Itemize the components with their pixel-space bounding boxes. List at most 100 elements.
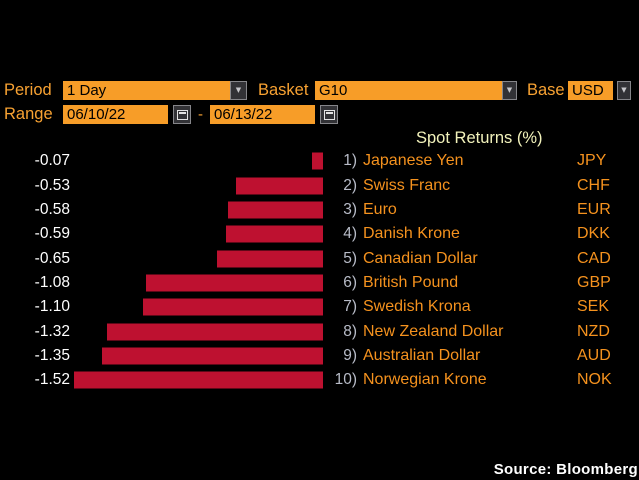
bar-plot-area (70, 173, 323, 197)
basket-dropdown[interactable]: G10 (315, 81, 502, 100)
chevron-down-icon: ▼ (506, 86, 513, 94)
bar-value-label: -1.52 (34, 371, 70, 389)
row-code: AUD (577, 346, 611, 364)
bar-plot-area (70, 149, 323, 173)
period-dropdown-arrow-button[interactable]: ▼ (230, 81, 247, 100)
row-code: EUR (577, 200, 611, 218)
bar-value-label: -0.07 (34, 152, 70, 170)
bar (143, 298, 323, 316)
chevron-down-icon: ▼ (621, 86, 627, 94)
row-rank: 5) (343, 249, 357, 267)
range-end-calendar-button[interactable] (320, 105, 338, 124)
row-name[interactable]: British Pound (363, 273, 459, 291)
chart-row: -0.59 4) Danish Krone DKK (0, 222, 639, 246)
calendar-icon (323, 109, 335, 120)
row-name[interactable]: Canadian Dollar (363, 249, 478, 267)
basket-label: Basket (258, 81, 309, 99)
chart-row: -1.52 10) Norwegian Krone NOK (0, 368, 639, 392)
chart-rows: -0.07 1) Japanese Yen JPY -0.53 2) Swiss… (0, 149, 639, 392)
chart-row: -0.65 5) Canadian Dollar CAD (0, 246, 639, 270)
period-label: Period (4, 81, 52, 99)
bar (226, 225, 323, 243)
row-rank: 10) (334, 371, 357, 389)
controls-row-1: Period 1 Day ▼ Basket G10 ▼ Base USD ▼ (4, 81, 631, 100)
bar (217, 250, 323, 268)
bar-plot-area (70, 368, 323, 392)
bar-plot-area (70, 222, 323, 246)
range-label: Range (4, 105, 53, 123)
row-code: NOK (577, 371, 612, 389)
bar-plot-area (70, 198, 323, 222)
row-code: SEK (577, 298, 610, 316)
source-attribution: Source: Bloomberg (493, 461, 638, 478)
bar-plot-area (70, 344, 323, 368)
basket-value: G10 (319, 82, 348, 99)
chart-row: -1.08 6) British Pound GBP (0, 271, 639, 295)
bar-plot-area (70, 246, 323, 270)
row-rank: 8) (343, 322, 357, 340)
chart-title: Spot Returns (%) (416, 129, 543, 147)
bar (74, 371, 323, 389)
base-label: Base (527, 81, 565, 99)
bar-value-label: -1.32 (34, 322, 70, 340)
range-end-value: 06/13/22 (214, 106, 273, 123)
bar-value-label: -1.08 (34, 273, 70, 291)
range-start-date-field[interactable]: 06/10/22 (63, 105, 168, 124)
row-code: CAD (577, 249, 611, 267)
chevron-down-icon: ▼ (235, 86, 242, 94)
base-dropdown-arrow-button[interactable]: ▼ (617, 81, 631, 100)
row-rank: 9) (343, 346, 357, 364)
bar-value-label: -1.35 (34, 346, 70, 364)
range-end-date-field[interactable]: 06/13/22 (210, 105, 315, 124)
bar-plot-area (70, 271, 323, 295)
period-value: 1 Day (67, 82, 107, 99)
row-rank: 1) (343, 152, 357, 170)
chart-row: -0.07 1) Japanese Yen JPY (0, 149, 639, 173)
bar (236, 177, 323, 195)
row-name[interactable]: New Zealand Dollar (363, 322, 504, 340)
range-separator: - (198, 106, 203, 123)
row-name[interactable]: Norwegian Krone (363, 371, 487, 389)
row-rank: 4) (343, 225, 357, 243)
controls-row-2: Range 06/10/22 - 06/13/22 (4, 105, 338, 124)
row-rank: 6) (343, 273, 357, 291)
chart-row: -1.10 7) Swedish Krona SEK (0, 295, 639, 319)
row-rank: 2) (343, 176, 357, 194)
row-name[interactable]: Swiss Franc (363, 176, 451, 194)
basket-dropdown-arrow-button[interactable]: ▼ (502, 81, 517, 100)
row-code: GBP (577, 273, 611, 291)
base-value: USD (572, 82, 604, 99)
row-name[interactable]: Swedish Krona (363, 298, 471, 316)
range-start-calendar-button[interactable] (173, 105, 191, 124)
bar (228, 201, 323, 219)
chart-row: -1.35 9) Australian Dollar AUD (0, 344, 639, 368)
period-dropdown[interactable]: 1 Day (63, 81, 230, 100)
calendar-icon (176, 109, 188, 120)
row-name[interactable]: Euro (363, 200, 397, 218)
range-start-value: 06/10/22 (67, 106, 126, 123)
row-name[interactable]: Japanese Yen (363, 152, 464, 170)
base-dropdown[interactable]: USD (568, 81, 613, 100)
row-name[interactable]: Danish Krone (363, 225, 460, 243)
row-rank: 3) (343, 200, 357, 218)
bar (102, 347, 323, 365)
bar-value-label: -0.58 (34, 200, 70, 218)
bar (107, 323, 323, 341)
chart-row: -0.58 3) Euro EUR (0, 198, 639, 222)
row-name[interactable]: Australian Dollar (363, 346, 481, 364)
row-code: DKK (577, 225, 610, 243)
bar-value-label: -0.53 (34, 176, 70, 194)
row-code: CHF (577, 176, 610, 194)
row-code: JPY (577, 152, 607, 170)
bar-plot-area (70, 319, 323, 343)
row-rank: 7) (343, 298, 357, 316)
bar-value-label: -1.10 (34, 298, 70, 316)
bar-value-label: -0.65 (34, 249, 70, 267)
bar (312, 152, 323, 170)
bar-value-label: -0.59 (34, 225, 70, 243)
row-code: NZD (577, 322, 610, 340)
chart-row: -0.53 2) Swiss Franc CHF (0, 173, 639, 197)
bar-plot-area (70, 295, 323, 319)
chart-row: -1.32 8) New Zealand Dollar NZD (0, 319, 639, 343)
